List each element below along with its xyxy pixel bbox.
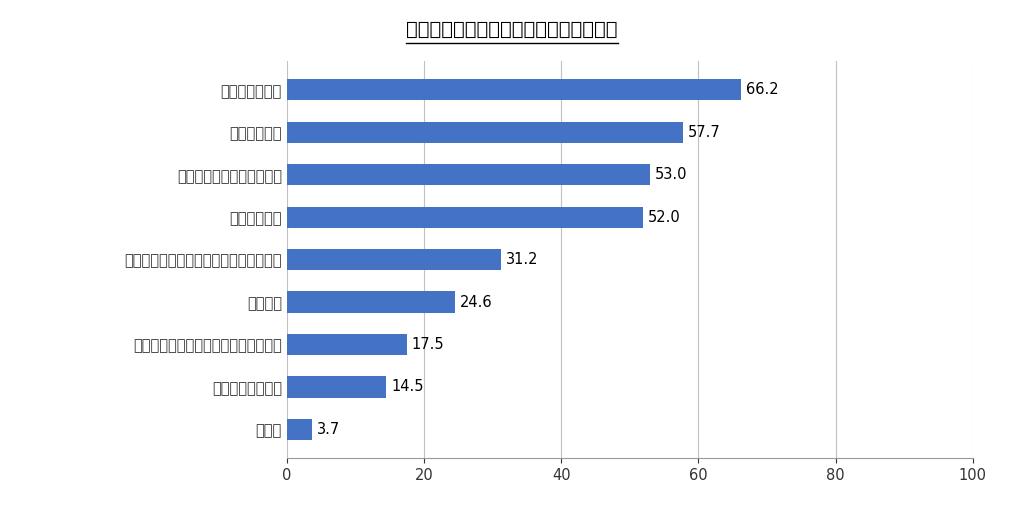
- Bar: [287, 419, 312, 440]
- Text: 52.0: 52.0: [648, 210, 681, 224]
- Bar: [287, 79, 741, 100]
- Text: 14.5: 14.5: [391, 380, 424, 394]
- Text: 31.2: 31.2: [506, 252, 538, 267]
- Bar: [287, 334, 407, 355]
- Bar: [287, 207, 643, 228]
- Text: 24.6: 24.6: [461, 295, 493, 309]
- Text: 57.7: 57.7: [687, 125, 720, 139]
- Bar: [287, 249, 501, 270]
- Text: 53.0: 53.0: [655, 167, 688, 182]
- Text: 17.5: 17.5: [412, 337, 444, 352]
- Bar: [287, 376, 386, 398]
- Bar: [287, 292, 456, 313]
- Text: 66.2: 66.2: [745, 82, 778, 97]
- Bar: [287, 164, 650, 185]
- Bar: [287, 122, 683, 143]
- Text: 3.7: 3.7: [316, 422, 340, 437]
- Text: 労使コミュニケーションを重視する内容: 労使コミュニケーションを重視する内容: [407, 20, 617, 39]
